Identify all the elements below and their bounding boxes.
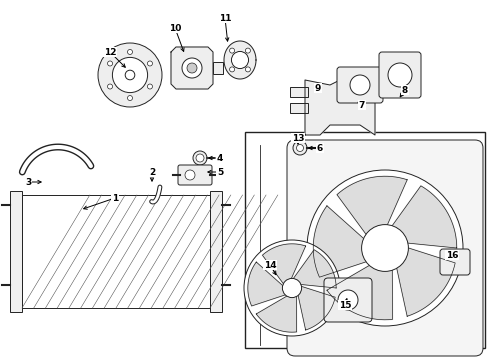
Circle shape [282,278,302,298]
Polygon shape [263,244,306,285]
Polygon shape [293,250,336,288]
Circle shape [193,151,207,165]
Text: 15: 15 [339,301,351,310]
Text: 5: 5 [217,167,223,176]
Circle shape [286,282,298,294]
Circle shape [293,141,307,155]
Circle shape [296,144,303,152]
Circle shape [350,75,370,95]
Circle shape [127,95,132,100]
Text: 13: 13 [292,134,304,143]
Circle shape [244,240,340,336]
Circle shape [182,58,202,78]
Circle shape [245,67,250,72]
Text: 6: 6 [317,144,323,153]
Polygon shape [256,296,296,332]
Text: 10: 10 [169,23,181,32]
Bar [245,132,485,348]
Polygon shape [386,186,457,248]
Text: 16: 16 [446,251,458,260]
FancyBboxPatch shape [379,52,421,98]
Circle shape [125,70,135,80]
Circle shape [107,84,113,89]
Circle shape [362,225,408,271]
Circle shape [307,170,463,326]
FancyBboxPatch shape [287,140,483,356]
Text: 7: 7 [359,100,365,109]
Text: 8: 8 [402,86,408,95]
Text: 14: 14 [264,261,276,270]
Polygon shape [313,206,376,277]
Text: 3: 3 [25,177,31,186]
Bar [22,195,210,308]
Circle shape [230,67,235,72]
Polygon shape [224,41,256,79]
Text: 2: 2 [149,167,155,176]
Text: 9: 9 [315,84,321,93]
Bar [290,103,308,113]
Circle shape [245,48,250,53]
FancyBboxPatch shape [178,165,212,185]
Text: 11: 11 [219,14,231,23]
Polygon shape [171,47,213,89]
Circle shape [98,43,162,107]
Text: 4: 4 [217,153,223,162]
FancyBboxPatch shape [440,249,470,275]
Circle shape [187,63,197,73]
Polygon shape [305,75,375,135]
Circle shape [127,49,132,54]
FancyBboxPatch shape [324,278,372,322]
Circle shape [196,154,204,162]
Circle shape [230,48,235,53]
Circle shape [147,84,152,89]
Text: 1: 1 [112,194,118,202]
Bar [213,62,223,74]
Circle shape [388,63,412,87]
Circle shape [107,61,113,66]
Bar [210,191,222,312]
Circle shape [112,57,147,93]
Circle shape [231,51,248,68]
Text: 12: 12 [104,48,116,57]
FancyBboxPatch shape [337,67,383,103]
Bar [290,87,308,97]
Circle shape [185,170,195,180]
Bar [10,191,22,312]
Circle shape [376,239,394,257]
Polygon shape [337,176,407,243]
Polygon shape [298,286,335,330]
Polygon shape [248,262,286,306]
Circle shape [338,290,358,310]
Circle shape [147,61,152,66]
Polygon shape [327,260,392,320]
Polygon shape [394,245,455,316]
